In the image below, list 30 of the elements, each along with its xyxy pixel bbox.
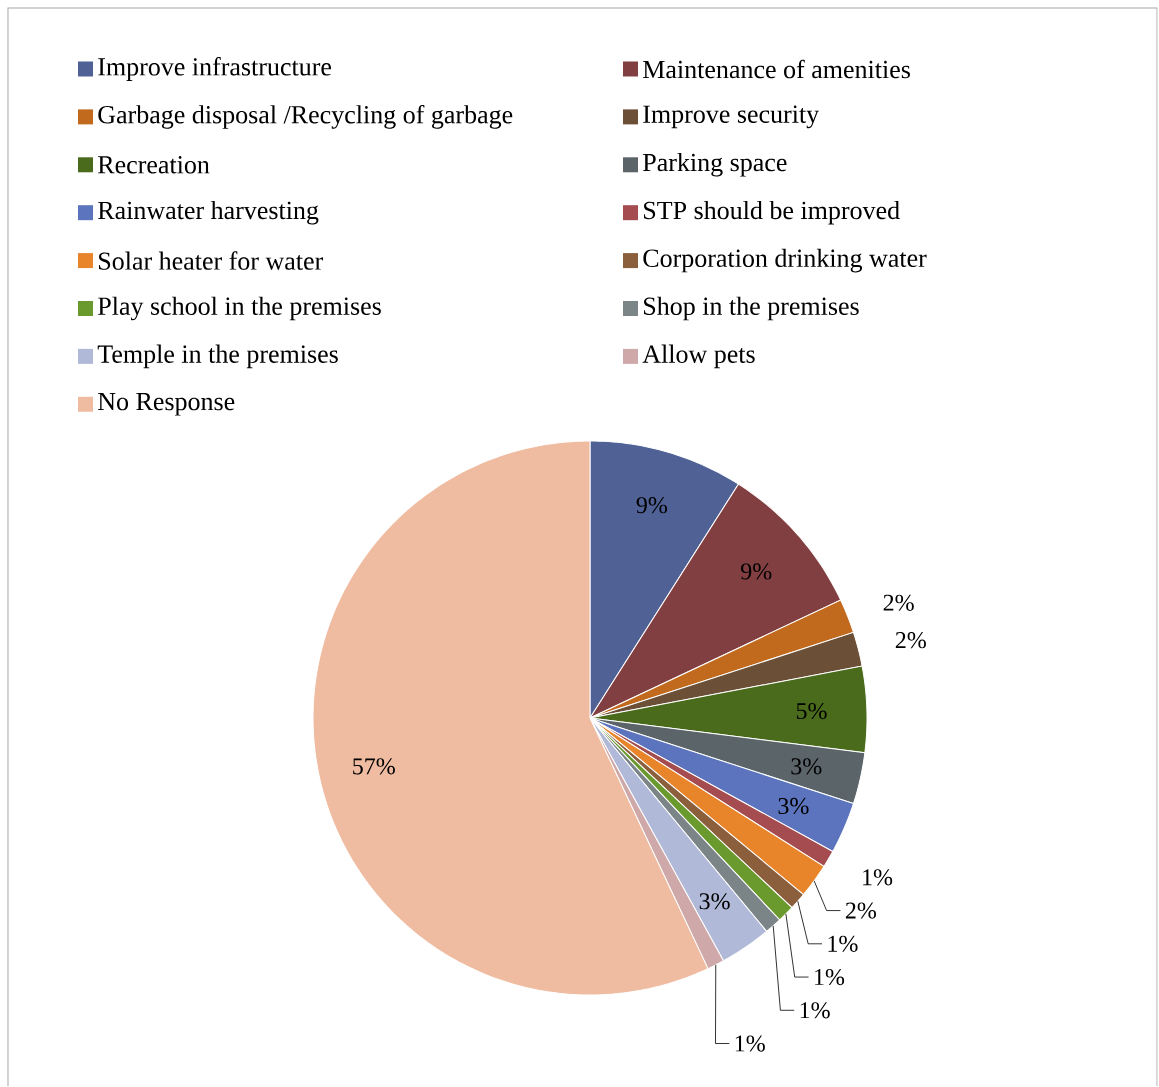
- legend-label: Improve infrastructure: [98, 57, 332, 82]
- data-label: 2%: [883, 594, 914, 612]
- data-label: 1%: [828, 935, 858, 953]
- legend-label: Rainwater harvesting: [98, 201, 319, 225]
- legend-label: Improve security: [643, 105, 820, 129]
- legend-label: Parking space: [643, 153, 787, 177]
- data-label: 2%: [845, 902, 877, 919]
- data-label: 1%: [735, 1035, 765, 1052]
- data-label: 3%: [791, 758, 822, 775]
- data-label: 9%: [741, 563, 772, 580]
- legend-label: Solar heater for water: [99, 251, 323, 271]
- legend-label: Corporation drinking water: [643, 249, 927, 273]
- data-label: 1%: [863, 869, 893, 886]
- data-label: 3%: [778, 798, 809, 815]
- legend-label: Temple in the premises: [97, 344, 338, 369]
- legend-label: STP should be improved: [644, 201, 900, 225]
- data-label: 1%: [800, 1002, 830, 1019]
- legend-label: Recreation: [98, 156, 210, 174]
- data-label: 3%: [699, 893, 730, 910]
- legend-label: No Response: [98, 393, 235, 416]
- legend-label: Garbage disposal /Recycling of garbage: [98, 105, 513, 130]
- legend-label: Play school in the premises: [98, 296, 381, 321]
- legend-label: Allow pets: [642, 344, 755, 369]
- legend-label: Maintenance of amenities: [643, 59, 910, 79]
- data-label: 1%: [815, 969, 845, 986]
- data-label: 5%: [796, 703, 827, 720]
- data-label: 2%: [895, 632, 926, 649]
- data-label: 57%: [353, 758, 395, 775]
- legend-label: Shop in the premises: [644, 296, 859, 321]
- data-label: 9%: [636, 497, 668, 514]
